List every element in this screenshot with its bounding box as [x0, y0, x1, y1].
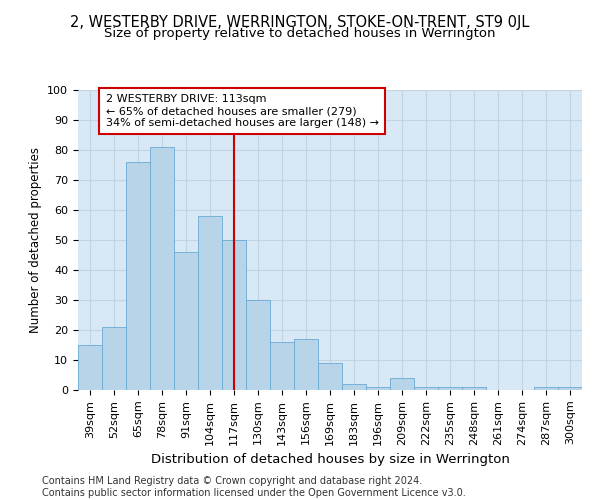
- Text: Contains HM Land Registry data © Crown copyright and database right 2024.
Contai: Contains HM Land Registry data © Crown c…: [42, 476, 466, 498]
- Bar: [222, 240, 246, 390]
- Bar: [126, 162, 150, 390]
- Bar: [462, 387, 486, 390]
- Text: 2, WESTERBY DRIVE, WERRINGTON, STOKE-ON-TRENT, ST9 0JL: 2, WESTERBY DRIVE, WERRINGTON, STOKE-ON-…: [70, 15, 530, 30]
- Bar: [198, 216, 222, 390]
- Bar: [342, 384, 366, 390]
- Bar: [246, 300, 270, 390]
- Bar: [558, 387, 582, 390]
- Bar: [438, 387, 462, 390]
- Bar: [318, 363, 342, 390]
- Bar: [390, 378, 414, 390]
- Text: 2 WESTERBY DRIVE: 113sqm
← 65% of detached houses are smaller (279)
34% of semi-: 2 WESTERBY DRIVE: 113sqm ← 65% of detach…: [106, 94, 379, 128]
- Text: Size of property relative to detached houses in Werrington: Size of property relative to detached ho…: [104, 28, 496, 40]
- Bar: [150, 147, 174, 390]
- Bar: [414, 387, 438, 390]
- Bar: [78, 345, 102, 390]
- X-axis label: Distribution of detached houses by size in Werrington: Distribution of detached houses by size …: [151, 453, 509, 466]
- Bar: [366, 387, 390, 390]
- Bar: [270, 342, 294, 390]
- Bar: [534, 387, 558, 390]
- Bar: [102, 327, 126, 390]
- Bar: [294, 339, 318, 390]
- Bar: [174, 252, 198, 390]
- Y-axis label: Number of detached properties: Number of detached properties: [29, 147, 42, 333]
